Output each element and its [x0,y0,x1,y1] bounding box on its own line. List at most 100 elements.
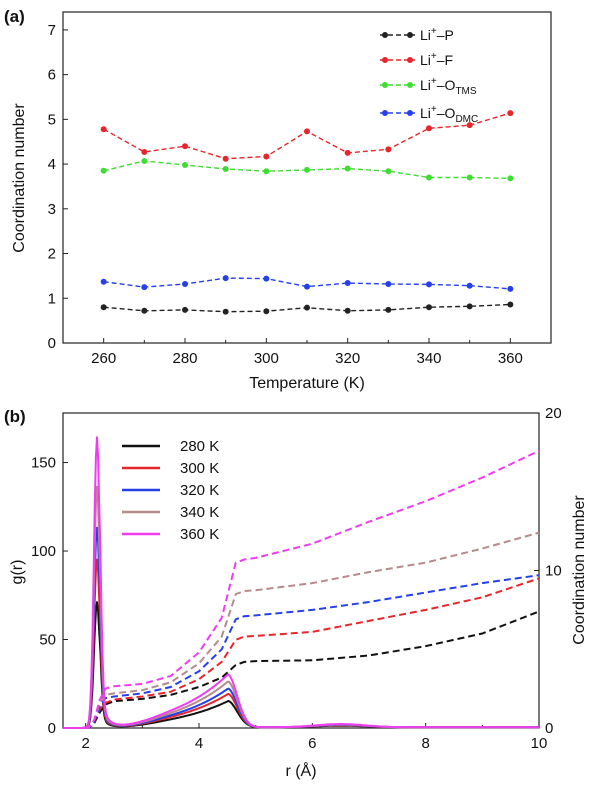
a-data-point [426,304,432,311]
a-x-tick-label: 280 [172,350,197,367]
a-data-point [344,280,351,287]
panel-a-legend: Li+–P Li+–F Li+–OTMS Li+–ODMC [380,26,478,125]
a-data-point [426,125,432,132]
a-data-point [222,166,229,173]
b-x-tick-label: 2 [81,735,89,752]
a-data-point [507,175,514,182]
a-data-point [141,149,148,156]
b-gr-curve [63,526,539,729]
panel-a-ticks: 260 280 300 320 340 360 0 1 2 3 4 5 6 7 [48,22,523,367]
b-series-3 [63,485,540,729]
a-legend-marker [382,82,388,88]
a-legend-entry: Li+–P [380,26,454,43]
panel-b-left-y-axis-title: g(r) [9,560,26,585]
a-legend-marker [407,57,413,63]
b-cn-curve [63,574,540,729]
a-legend-label: Li+–F [420,51,453,68]
a-legend-entry: Li+–ODMC [380,104,478,125]
b-y-tick-label: 50 [39,632,56,649]
b-legend-label: 280 K [180,438,219,455]
a-data-point [466,174,473,181]
a-data-point [100,278,107,285]
a-legend-marker [382,32,388,38]
a-data-point [507,285,514,292]
a-data-point [304,283,310,290]
a-data-point [385,168,392,175]
b-cn-curve [63,610,540,729]
b-legend-entry: 300 K [122,460,219,477]
b-gr-curve [63,436,539,729]
panel-b-label: (b) [4,407,26,426]
a-x-tick-label: 260 [91,350,116,367]
a-x-tick-label: 360 [498,350,523,367]
a-x-tick-label: 340 [416,350,441,367]
a-data-point [182,143,188,150]
a-legend-label: Li+–ODMC [420,104,478,125]
b-cn-curve [63,449,540,729]
a-legend-marker [382,57,388,63]
a-data-point [507,110,514,117]
a-data-point [222,308,229,315]
a-data-point [100,126,107,133]
a-data-point [100,304,107,311]
a-data-point [263,168,270,175]
b-right-y-tick-label: 10 [545,563,562,580]
a-data-point [222,155,229,162]
a-data-point [141,284,148,291]
b-y-tick-label: 150 [31,455,56,472]
a-legend-marker [382,110,388,116]
b-legend-entry: 340 K [122,504,219,521]
b-right-y-tick-label: 20 [545,405,562,422]
b-cn-curve [63,577,540,729]
panel-b-series [63,436,540,729]
a-series-2 [100,157,514,182]
a-data-point [385,306,392,313]
a-data-point [344,165,351,172]
a-y-tick-label: 5 [48,111,56,128]
panel-a-x-axis-title: Temperature (K) [249,375,365,392]
panel-a-series [100,110,514,315]
b-series-4 [63,436,540,729]
b-legend-entry: 320 K [122,482,219,499]
a-y-tick-label: 7 [48,22,56,39]
a-data-point [182,306,188,313]
a-data-point [466,282,473,289]
a-y-tick-label: 1 [48,290,56,307]
b-x-tick-label: 8 [421,735,429,752]
b-x-tick-label: 10 [531,735,548,752]
b-legend-label: 360 K [180,526,219,543]
panel-a-y-axis-title: Coordination number [11,103,28,253]
b-legend-label: 340 K [180,504,219,521]
a-x-tick-label: 300 [254,350,279,367]
a-data-point [304,128,310,135]
a-series-1 [100,110,514,162]
a-data-point [385,280,392,287]
b-gr-curve [63,601,539,729]
a-series-3 [100,275,514,292]
a-data-point [385,146,392,153]
panel-b-legend: 280 K 300 K 320 K 340 K 360 K [122,438,219,543]
panel-b-plot-frame [62,412,540,729]
panel-b-x-axis-title: r (Å) [285,761,316,780]
a-data-point [141,157,148,164]
a-legend-marker [407,82,413,88]
a-data-point [263,275,270,282]
a-data-point [182,280,188,287]
b-legend-label: 300 K [180,460,219,477]
b-x-tick-label: 6 [308,735,316,752]
a-legend-label: Li+–P [420,26,454,43]
a-y-tick-label: 0 [48,335,56,352]
b-legend-label: 320 K [180,482,219,499]
b-legend-entry: 360 K [122,526,219,543]
b-y-tick-label: 0 [48,720,56,737]
a-y-tick-label: 2 [48,246,56,263]
panel-a-label: (a) [4,7,25,26]
b-series-0 [63,601,540,729]
a-y-tick-label: 6 [48,67,56,84]
b-legend-entry: 280 K [122,438,219,455]
a-data-point [100,167,107,174]
a-data-point [344,149,351,156]
b-y-tick-label: 100 [31,543,56,560]
